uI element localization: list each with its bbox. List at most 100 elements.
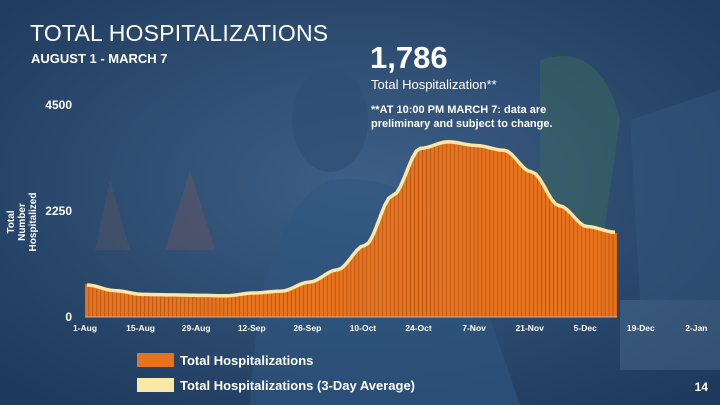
bar bbox=[275, 290, 280, 318]
bar bbox=[108, 290, 113, 318]
bar bbox=[481, 145, 487, 318]
bar bbox=[223, 295, 229, 318]
slide-subtitle: AUGUST 1 - MARCH 7 bbox=[31, 51, 168, 66]
bar bbox=[430, 144, 435, 318]
x-tick-label: 21-Nov bbox=[515, 323, 544, 333]
bar-series bbox=[84, 140, 618, 318]
bar bbox=[255, 292, 260, 318]
bar bbox=[263, 291, 268, 318]
bar bbox=[156, 293, 161, 318]
bar bbox=[596, 229, 602, 318]
bar bbox=[112, 290, 117, 318]
bar bbox=[461, 143, 467, 318]
x-tick-label: 26-Sep bbox=[293, 323, 321, 333]
legend-item-average: Total Hospitalizations (3-Day Average) bbox=[137, 377, 415, 393]
bar bbox=[283, 289, 288, 318]
bar bbox=[203, 294, 209, 318]
bar bbox=[330, 269, 336, 318]
legend-item-bars: Total Hospitalizations bbox=[137, 352, 313, 368]
bar bbox=[418, 147, 423, 318]
bar bbox=[211, 294, 217, 318]
bar bbox=[227, 294, 233, 318]
bar bbox=[346, 258, 352, 318]
bar bbox=[172, 294, 177, 318]
y-tick-labels: 0 2250 4500 bbox=[45, 98, 72, 324]
bar bbox=[406, 165, 411, 318]
bar bbox=[299, 282, 304, 318]
bar bbox=[148, 293, 153, 318]
bar bbox=[184, 294, 189, 318]
bar bbox=[342, 263, 348, 318]
legend-label-bars: Total Hospitalizations bbox=[180, 352, 314, 368]
bar bbox=[509, 153, 514, 318]
bar bbox=[235, 294, 241, 318]
bar bbox=[422, 146, 427, 318]
bar bbox=[589, 227, 594, 318]
bar bbox=[295, 284, 300, 318]
x-tick-label: 19-Dec bbox=[627, 323, 655, 333]
bar bbox=[569, 214, 574, 318]
bar bbox=[323, 273, 328, 318]
bar bbox=[366, 241, 372, 318]
bar bbox=[414, 149, 419, 318]
bar bbox=[104, 289, 109, 318]
bar bbox=[160, 294, 165, 318]
bar bbox=[505, 150, 510, 318]
bar bbox=[192, 294, 197, 318]
bar bbox=[593, 228, 598, 318]
bar bbox=[136, 293, 141, 318]
bar bbox=[386, 197, 391, 318]
bar bbox=[259, 291, 264, 318]
bar bbox=[600, 230, 606, 318]
y-tick-label: 4500 bbox=[45, 98, 72, 112]
bar bbox=[454, 141, 459, 318]
bar bbox=[458, 142, 463, 318]
bar bbox=[537, 177, 542, 318]
bar bbox=[140, 293, 145, 318]
bar bbox=[231, 294, 237, 318]
bar bbox=[529, 170, 534, 318]
bar bbox=[577, 223, 582, 318]
x-tick-label: 5-Dec bbox=[574, 323, 597, 333]
bar bbox=[485, 146, 491, 318]
bar bbox=[271, 290, 276, 318]
bar bbox=[573, 218, 578, 318]
bar bbox=[100, 287, 106, 318]
bar bbox=[188, 294, 193, 318]
bar bbox=[434, 142, 439, 318]
bar bbox=[450, 140, 455, 318]
bar bbox=[251, 292, 256, 318]
page-number: 14 bbox=[694, 380, 708, 394]
bar bbox=[374, 224, 379, 318]
x-tick-labels: 1-Aug 15-Aug 29-Aug 12-Sep 26-Sep 10-Oct 24-Oc… bbox=[73, 323, 708, 333]
bar bbox=[168, 294, 173, 318]
bar bbox=[215, 295, 221, 318]
bar bbox=[501, 149, 507, 318]
bar bbox=[465, 143, 471, 318]
bar bbox=[477, 145, 483, 318]
bar bbox=[247, 292, 252, 318]
current-total-caption: Total Hospitalization** bbox=[371, 77, 497, 92]
x-tick-label: 10-Oct bbox=[350, 323, 377, 333]
x-tick-label: 2-Jan bbox=[685, 323, 707, 333]
bar bbox=[525, 169, 530, 318]
bar bbox=[370, 233, 375, 318]
bar bbox=[565, 210, 570, 318]
slide-title: TOTAL HOSPITALIZATIONS bbox=[30, 20, 329, 46]
bar bbox=[132, 292, 137, 318]
bar bbox=[219, 295, 225, 318]
bar bbox=[473, 144, 479, 318]
bar bbox=[96, 286, 102, 318]
legend-swatch-bars bbox=[137, 353, 174, 367]
preliminary-note: **AT 10:00 PM MARCH 7: data are prelimin… bbox=[371, 104, 553, 130]
bar bbox=[144, 293, 149, 318]
bar bbox=[581, 226, 586, 318]
bar bbox=[561, 207, 566, 318]
bar bbox=[84, 283, 90, 318]
bar bbox=[493, 148, 499, 318]
bar bbox=[327, 271, 332, 318]
bar bbox=[176, 294, 181, 318]
bar bbox=[549, 199, 554, 318]
bar bbox=[469, 144, 475, 318]
average-line-series bbox=[85, 140, 617, 318]
